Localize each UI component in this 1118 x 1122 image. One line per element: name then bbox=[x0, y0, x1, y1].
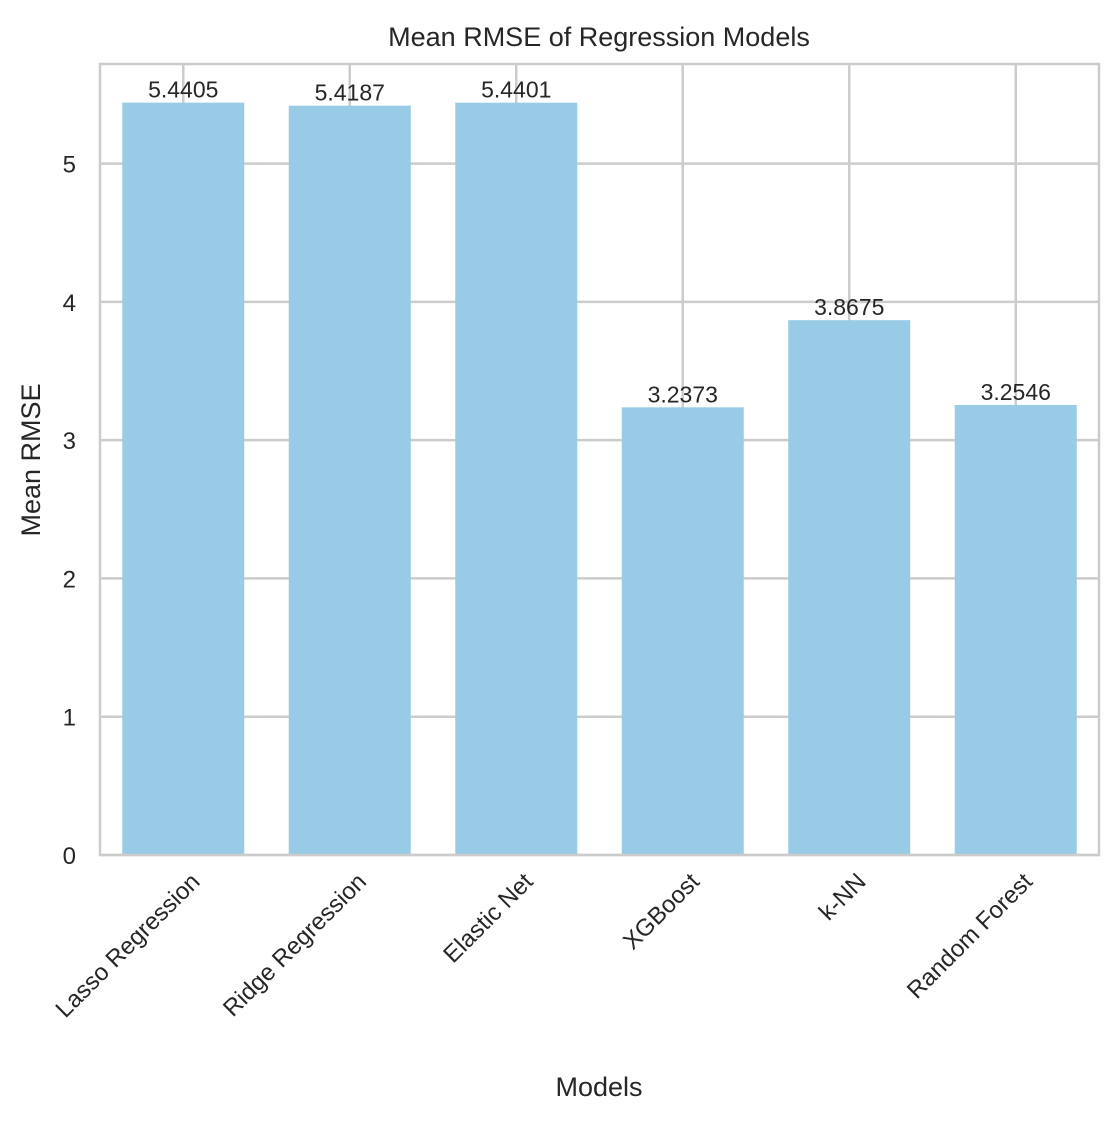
x-tick-label: Random Forest bbox=[902, 868, 1038, 1004]
y-tick-label: 5 bbox=[63, 152, 76, 179]
y-tick-label: 2 bbox=[63, 566, 76, 593]
y-tick-label: 1 bbox=[63, 705, 76, 732]
y-tick-label: 4 bbox=[63, 290, 76, 317]
bar-value-label: 3.2546 bbox=[981, 379, 1051, 405]
x-tick-label: k-NN bbox=[814, 868, 872, 926]
bar-value-label: 3.8675 bbox=[814, 294, 884, 320]
bar bbox=[455, 102, 578, 856]
x-tick-label: Ridge Regression bbox=[218, 868, 372, 1022]
bar-value-label: 5.4405 bbox=[148, 77, 218, 103]
bar-layer bbox=[122, 102, 1077, 856]
bar bbox=[288, 105, 411, 856]
bar bbox=[122, 102, 245, 856]
y-tick-label: 3 bbox=[63, 428, 76, 455]
x-tick-label: Lasso Regression bbox=[51, 868, 206, 1023]
bar-value-label: 5.4401 bbox=[481, 77, 551, 103]
bar-value-label: 5.4187 bbox=[315, 80, 385, 106]
bar bbox=[954, 404, 1077, 855]
bar-value-label: 3.2373 bbox=[648, 381, 718, 407]
y-axis-label: Mean RMSE bbox=[16, 383, 46, 536]
bar bbox=[621, 407, 744, 855]
x-tick-label: XGBoost bbox=[618, 868, 705, 955]
y-tick-label: 0 bbox=[63, 843, 76, 870]
bar bbox=[788, 320, 911, 855]
x-axis-label: Models bbox=[555, 1072, 642, 1102]
plot-frame bbox=[98, 62, 1101, 857]
grid-layer bbox=[100, 64, 1099, 857]
chart-title: Mean RMSE of Regression Models bbox=[388, 22, 810, 52]
x-tick-label: Elastic Net bbox=[438, 868, 538, 968]
